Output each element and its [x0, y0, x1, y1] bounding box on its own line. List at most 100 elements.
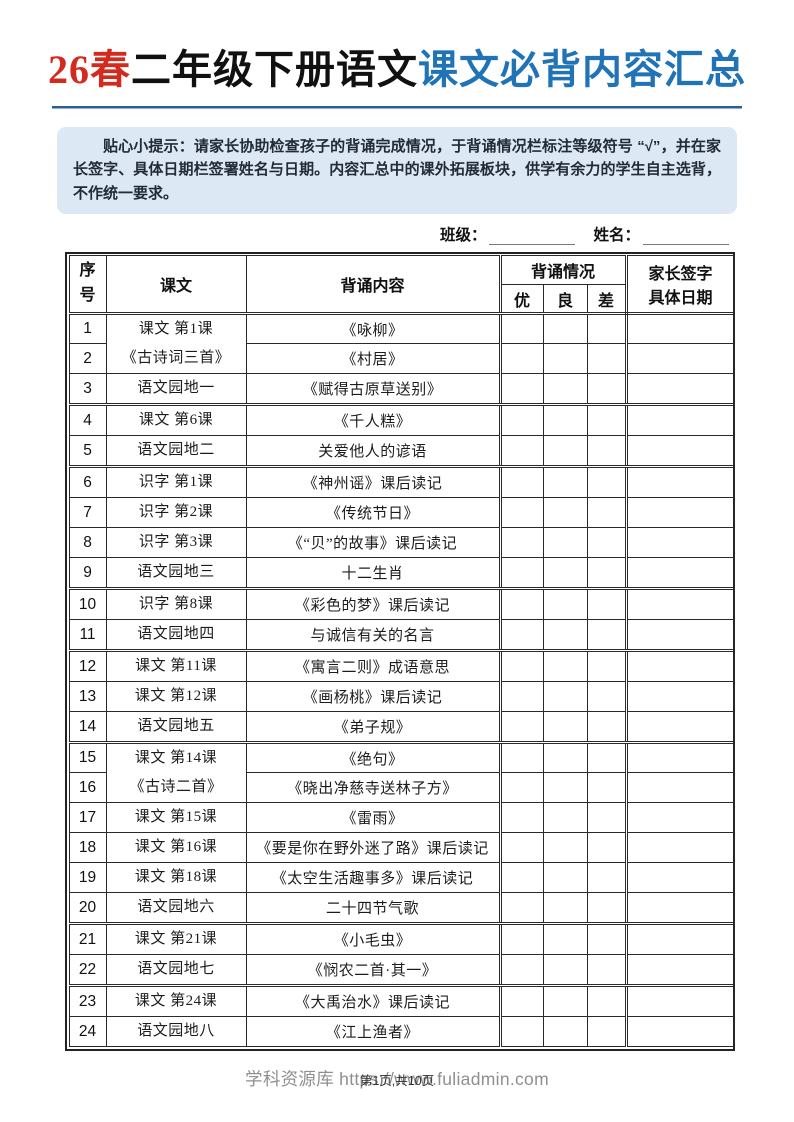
recite-content-cell: 二十四节气歌: [245, 892, 501, 926]
grade-good-cell: [542, 832, 588, 864]
lesson-line: 语文园地五: [137, 718, 215, 735]
grade-poor-cell: [586, 435, 627, 469]
lesson-cell: 课文 第12课: [105, 681, 247, 713]
signature-date-cell: [624, 435, 735, 469]
row-number-cell: 2: [68, 343, 107, 375]
tip-box: 贴心小提示：请家长协助检查孩子的背诵完成情况，于背诵情况栏标注等级符号 “√”，…: [57, 127, 737, 214]
grade-poor-cell: [586, 527, 627, 559]
header-lesson: 课文: [105, 255, 247, 316]
lesson-cell: 语文园地六: [105, 892, 247, 926]
row-number-cell: 16: [68, 772, 107, 804]
row-number-cell: 19: [68, 862, 107, 894]
lesson-cell: 语文园地八: [105, 1016, 247, 1048]
recite-content-cell: 与诚信有关的名言: [245, 619, 501, 653]
header-signature: 家长签字 具体日期: [624, 255, 735, 316]
recite-content-cell: 《绝句》: [245, 742, 501, 774]
signature-date-cell: [624, 343, 735, 375]
title-term: 26春: [48, 47, 131, 92]
grade-good-cell: [542, 435, 588, 469]
grade-excellent-cell: [498, 985, 544, 1018]
signature-date-cell: [624, 681, 735, 713]
recite-content-cell: 《江上渔者》: [245, 1016, 501, 1048]
lesson-line: 课文 第6课: [138, 412, 214, 429]
lesson-cell: 课文 第11课: [105, 650, 247, 683]
grade-good-cell: [542, 557, 588, 591]
row-number-cell: 17: [68, 802, 107, 834]
grade-excellent-cell: [498, 772, 544, 804]
grade-excellent-cell: [498, 650, 544, 683]
title-grade: 二年级下册语文: [131, 47, 418, 92]
grade-good-cell: [542, 650, 588, 683]
grade-excellent-cell: [498, 435, 544, 469]
recite-content-cell: 十二生肖: [245, 557, 501, 591]
name-label: 姓名：: [593, 226, 640, 244]
lesson-line: 语文园地一: [137, 380, 215, 397]
table-row: 8 识字 第3课 《“贝”的故事》课后读记: [68, 527, 735, 559]
signature-date-cell: [624, 497, 735, 529]
row-number-cell: 6: [68, 466, 107, 499]
tip-label: 贴心小提示：: [103, 138, 194, 155]
grade-good-cell: [542, 923, 588, 956]
recite-content-cell: 《画杨桃》课后读记: [245, 681, 501, 713]
signature-date-cell: [624, 404, 735, 437]
lesson-line: 课文 第12课: [134, 688, 218, 705]
student-info-row: 班级： 姓名：: [57, 223, 737, 245]
grade-excellent-cell: [498, 619, 544, 653]
lesson-line: 课文 第11课: [135, 658, 217, 675]
lesson-line: 识字 第2课: [138, 504, 214, 521]
grade-poor-cell: [586, 588, 627, 621]
row-number-cell: 1: [68, 313, 107, 345]
lesson-cell: 语文园地三: [105, 557, 247, 591]
grade-excellent-cell: [498, 681, 544, 713]
table-row: 4 课文 第6课 《千人糕》: [68, 404, 735, 437]
grade-excellent-cell: [498, 343, 544, 375]
grade-poor-cell: [586, 1016, 627, 1048]
lesson-cell: 语文园地五: [105, 711, 247, 745]
grade-good-cell: [542, 343, 588, 375]
grade-poor-cell: [586, 466, 627, 499]
grade-poor-cell: [586, 985, 627, 1018]
header-grade-excellent: 优: [498, 284, 544, 316]
watermark-text: 学科资源库 https://www.fuliadmin.com: [245, 1069, 549, 1089]
grade-good-cell: [542, 862, 588, 894]
page-title: 26春二年级下册语文课文必背内容汇总: [0, 46, 794, 94]
grade-good-cell: [542, 802, 588, 834]
recite-content-cell: 关爱他人的谚语: [245, 435, 501, 469]
lesson-line: 语文园地八: [137, 1023, 215, 1040]
table-row: 14 语文园地五 《弟子规》: [68, 711, 735, 745]
grade-excellent-cell: [498, 954, 544, 988]
lesson-cell: 语文园地七: [105, 954, 247, 988]
grade-excellent-cell: [498, 497, 544, 529]
grade-excellent-cell: [498, 527, 544, 559]
recite-content-cell: 《晓出净慈寺送林子方》: [245, 772, 501, 804]
row-number-cell: 22: [68, 954, 107, 988]
recite-content-cell: 《“贝”的故事》课后读记: [245, 527, 501, 559]
lesson-cell: 识字 第3课: [105, 527, 247, 559]
lesson-cell: 语文园地二: [105, 435, 247, 469]
table-row: 18 课文 第16课 《要是你在野外迷了路》课后读记: [68, 832, 735, 864]
signature-date-cell: [624, 557, 735, 591]
class-field: 班级：: [440, 223, 576, 245]
lesson-line: 语文园地四: [137, 626, 215, 643]
header-grade-good: 良: [542, 284, 588, 316]
lesson-line: 识字 第1课: [138, 474, 214, 491]
signature-date-cell: [624, 373, 735, 407]
signature-date-cell: [624, 313, 735, 345]
row-number-cell: 21: [68, 923, 107, 956]
lesson-line: 语文园地三: [137, 564, 215, 581]
table-row: 16 《晓出净慈寺送林子方》: [68, 772, 735, 804]
grade-poor-cell: [586, 497, 627, 529]
signature-date-cell: [624, 892, 735, 926]
lesson-line: 语文园地六: [137, 899, 215, 916]
lesson-cell: 语文园地四: [105, 619, 247, 653]
recite-content-cell: 《寓言二则》成语意思: [245, 650, 501, 683]
recite-content-cell: 《咏柳》: [245, 313, 501, 345]
grade-excellent-cell: [498, 404, 544, 437]
grade-poor-cell: [586, 557, 627, 591]
grade-good-cell: [542, 619, 588, 653]
grade-excellent-cell: [498, 711, 544, 745]
table-row: 3 语文园地一 《赋得古原草送别》: [68, 373, 735, 407]
grade-good-cell: [542, 711, 588, 745]
grade-poor-cell: [586, 772, 627, 804]
